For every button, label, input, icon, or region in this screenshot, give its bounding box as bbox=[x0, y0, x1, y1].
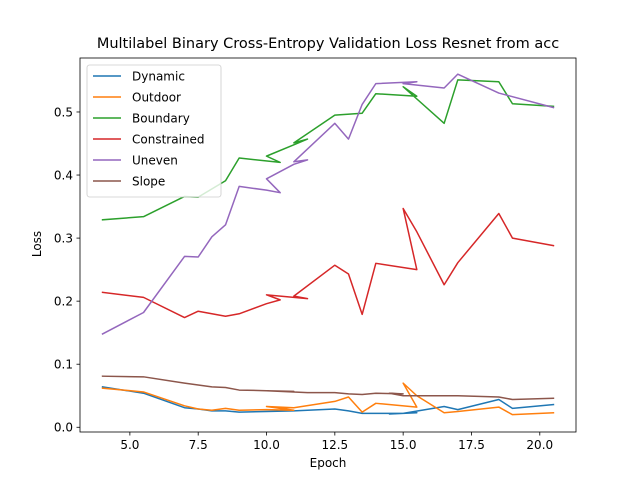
legend-label-dynamic: Dynamic bbox=[132, 69, 185, 83]
x-tick-label: 20.0 bbox=[526, 438, 553, 452]
chart-title: Multilabel Binary Cross-Entropy Validati… bbox=[97, 36, 559, 52]
y-tick-label: 0.4 bbox=[54, 168, 73, 182]
x-tick-label: 12.5 bbox=[321, 438, 348, 452]
legend-label-outdoor: Outdoor bbox=[132, 90, 181, 104]
y-tick-label: 0.0 bbox=[54, 421, 73, 435]
series-line-constrained bbox=[101, 207, 555, 319]
x-axis-label: Epoch bbox=[310, 456, 347, 470]
y-tick-label: 0.3 bbox=[54, 231, 73, 245]
series-line-slope bbox=[101, 375, 555, 401]
y-axis-label: Loss bbox=[30, 231, 44, 257]
legend-label-uneven: Uneven bbox=[132, 153, 178, 167]
legend-label-slope: Slope bbox=[132, 174, 165, 188]
series-line-uneven bbox=[101, 73, 555, 335]
x-tick-label: 17.5 bbox=[458, 438, 485, 452]
axes-frame bbox=[79, 57, 577, 433]
x-tick-label: 7.5 bbox=[189, 438, 208, 452]
legend-box bbox=[86, 64, 222, 198]
x-tick-label: 10.0 bbox=[253, 438, 280, 452]
legend-label-boundary: Boundary bbox=[132, 111, 190, 125]
series-line-outdoor bbox=[101, 382, 555, 416]
plot-area: 5.0 7.5 10.0 12.5 15.0 17.5 20.0 0.0 0.1 0.2 0.3 0.… bbox=[54, 57, 577, 452]
y-tick-label: 0.5 bbox=[54, 105, 73, 119]
y-tick-label: 0.2 bbox=[54, 294, 73, 308]
x-tick-label: 5.0 bbox=[120, 438, 139, 452]
y-tick-label: 0.1 bbox=[54, 358, 73, 372]
legend-label-constrained: Constrained bbox=[132, 132, 205, 146]
x-tick-label: 15.0 bbox=[390, 438, 417, 452]
